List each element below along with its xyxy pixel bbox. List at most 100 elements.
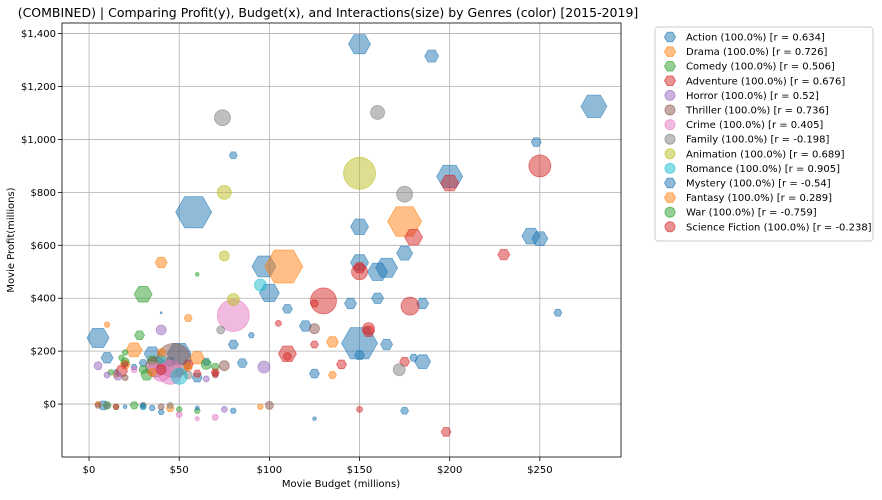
legend-frame <box>654 26 874 242</box>
chart-title: (COMBINED) | Comparing Profit(y), Budget… <box>18 5 639 20</box>
series-9 <box>139 278 267 411</box>
data-point <box>121 349 129 356</box>
data-point <box>155 364 167 376</box>
data-point <box>113 371 123 381</box>
data-point <box>103 321 111 328</box>
legend-marker <box>663 177 677 189</box>
data-point <box>351 263 368 281</box>
data-point <box>157 403 165 411</box>
y-axis-label: Movie Profit(millions) <box>6 187 17 292</box>
y-axis-ticks: $0 $200 $400 $600 $800 $1,000 $1,200 $1,400 <box>21 29 62 411</box>
data-point <box>311 416 317 421</box>
data-point <box>194 272 200 277</box>
data-point <box>350 218 369 235</box>
data-point <box>211 413 219 421</box>
legend-label: Fantasy (100.0%) [r = 0.289] <box>686 193 832 204</box>
data-point <box>147 367 157 377</box>
legend-label: Adventure (100.0%) [r = 0.676] <box>686 76 845 87</box>
x-tick-label: $200 <box>437 465 462 476</box>
data-point <box>125 342 143 358</box>
data-point <box>371 292 385 304</box>
data-point <box>396 185 414 203</box>
data-point <box>133 286 153 303</box>
data-point <box>183 314 193 322</box>
data-point <box>154 256 168 269</box>
legend-marker <box>663 46 677 57</box>
legend-marker <box>663 60 677 72</box>
data-point <box>175 196 213 229</box>
data-point <box>298 320 312 332</box>
data-point <box>122 404 128 409</box>
data-point <box>134 330 146 341</box>
data-point <box>103 401 111 409</box>
data-point <box>336 359 347 370</box>
data-point <box>93 361 103 371</box>
y-tick-label: $400 <box>31 294 56 305</box>
x-tick-label: $0 <box>83 465 96 476</box>
data-point <box>159 311 163 315</box>
series-10 <box>140 311 200 411</box>
data-point <box>155 324 167 336</box>
data-point <box>343 156 376 190</box>
data-point <box>399 356 411 367</box>
series-1 <box>94 206 423 412</box>
data-point <box>192 369 202 378</box>
y-tick-label: $600 <box>31 241 56 252</box>
legend-label: Comedy (100.0%) [r = 0.506] <box>686 62 835 73</box>
data-point <box>440 174 460 192</box>
data-point <box>530 137 542 147</box>
legend-label: Horror (100.0%) [r = 0.52] <box>686 91 819 102</box>
data-point <box>226 293 240 306</box>
x-tick-label: $50 <box>170 465 189 476</box>
data-point <box>166 401 174 409</box>
data-point <box>216 325 226 335</box>
data-point <box>211 370 219 378</box>
x-tick-label: $100 <box>257 465 282 476</box>
data-point <box>283 352 292 361</box>
data-point <box>274 319 282 327</box>
legend-label: Family (100.0%) [r = -0.198] <box>686 135 829 146</box>
data-point <box>112 403 120 410</box>
legend-marker <box>664 148 676 160</box>
x-tick-label: $150 <box>347 465 372 476</box>
data-point <box>194 416 200 422</box>
data-point <box>356 405 363 413</box>
legend: Action (100.0%) [r = 0.634] Drama (100.0%… <box>654 26 874 242</box>
y-tick-label: $1,400 <box>21 29 56 40</box>
plot-area-frame <box>61 22 622 458</box>
legend-items: Action (100.0%) [r = 0.634] Drama (100.0%… <box>663 31 872 233</box>
data-point <box>227 339 239 350</box>
data-point <box>497 248 511 261</box>
legend-label: Drama (100.0%) [r = 0.726] <box>686 47 827 58</box>
data-point <box>326 336 339 348</box>
x-axis-label: Movie Budget (millions) <box>282 479 400 490</box>
series-2 <box>102 272 220 414</box>
legend-marker <box>664 206 676 218</box>
data-point <box>140 402 146 408</box>
y-tick-label: $1,000 <box>21 135 56 146</box>
data-point <box>202 375 210 383</box>
legend-marker <box>664 133 676 145</box>
legend-marker <box>663 192 677 203</box>
data-point <box>214 109 231 127</box>
data-point <box>264 400 274 410</box>
data-point <box>414 354 432 370</box>
data-point <box>94 401 102 409</box>
legend-label: Romance (100.0%) [r = 0.905] <box>686 164 840 175</box>
data-point <box>175 406 183 413</box>
series-11 <box>147 348 193 377</box>
data-point <box>218 360 230 372</box>
data-point <box>531 231 549 247</box>
data-point <box>404 229 424 246</box>
data-point <box>264 249 304 284</box>
legend-label: Science Fiction (100.0%) [r = -0.238] <box>686 222 872 233</box>
y-tick-label: $200 <box>31 347 56 358</box>
legend-marker <box>664 119 676 131</box>
data-point <box>362 322 375 336</box>
data-point <box>200 358 212 370</box>
series-0 <box>86 34 608 421</box>
data-point <box>400 296 420 316</box>
data-point <box>354 350 365 360</box>
